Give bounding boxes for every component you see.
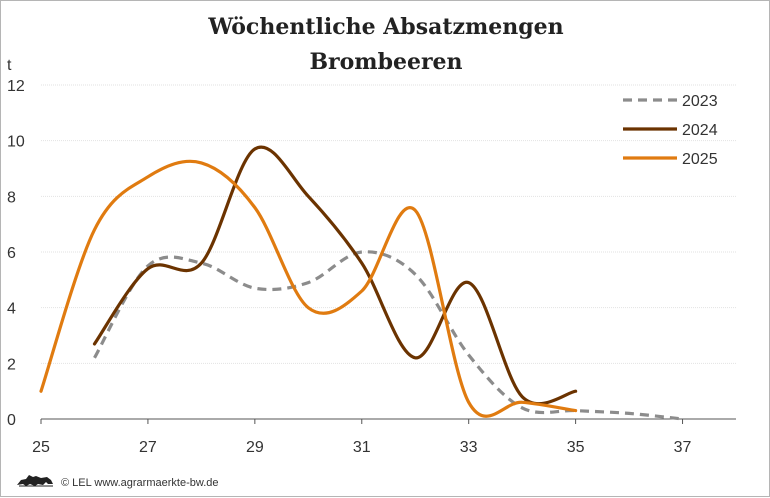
x-tick-label: 37 bbox=[674, 439, 692, 456]
chart-title: Wöchentliche Absatzmengen bbox=[207, 14, 563, 40]
series-line-2025 bbox=[39, 159, 578, 418]
y-tick-label: 8 bbox=[7, 189, 16, 206]
x-tick-label: 27 bbox=[139, 439, 157, 456]
legend-label-2023: 2023 bbox=[682, 93, 718, 110]
x-tick-label: 29 bbox=[246, 439, 264, 456]
legend-label-2024: 2024 bbox=[682, 122, 718, 139]
y-tick-label: 10 bbox=[7, 134, 25, 151]
footer: © LEL www.agrarmaerkte-bw.de bbox=[17, 475, 219, 489]
series-line-2024 bbox=[92, 145, 578, 406]
y-axis-unit: t bbox=[7, 57, 12, 74]
chart-subtitle: Brombeeren bbox=[309, 49, 462, 75]
y-tick-label: 0 bbox=[7, 412, 16, 429]
y-tick-label: 2 bbox=[7, 356, 16, 373]
x-tick-label: 33 bbox=[460, 439, 478, 456]
lion-logo-icon bbox=[17, 475, 53, 487]
x-tick-label: 35 bbox=[567, 439, 585, 456]
legend-label-2025: 2025 bbox=[682, 151, 718, 168]
series-line-2023 bbox=[93, 250, 683, 421]
footer-credit: © LEL www.agrarmaerkte-bw.de bbox=[61, 477, 219, 489]
y-tick-label: 6 bbox=[7, 245, 16, 262]
x-tick-label: 31 bbox=[353, 439, 371, 456]
y-tick-label: 12 bbox=[7, 78, 25, 95]
y-tick-label: 4 bbox=[7, 301, 16, 318]
x-tick-label: 25 bbox=[32, 439, 50, 456]
